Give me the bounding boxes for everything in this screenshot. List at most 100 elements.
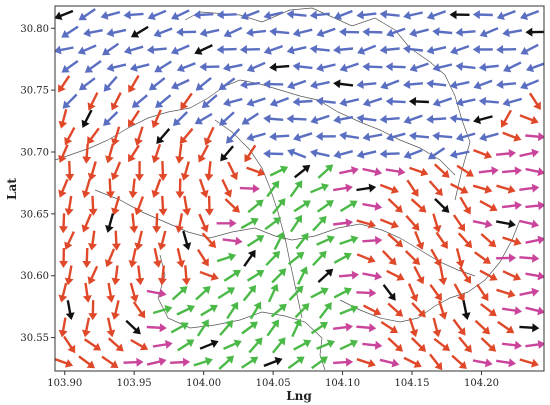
vector-arrow — [403, 11, 423, 20]
vector-arrow — [111, 265, 121, 286]
vector-arrow — [240, 217, 259, 230]
vector-arrow — [362, 167, 383, 177]
vector-arrow — [271, 268, 287, 284]
vector-arrow — [333, 183, 353, 193]
vector-arrow — [106, 28, 127, 38]
vector-arrow — [134, 126, 144, 146]
vector-arrow — [405, 215, 420, 231]
vector-arrow — [432, 213, 442, 233]
vector-arrow — [496, 184, 516, 194]
x-tick-label: 104.20 — [464, 378, 499, 389]
vector-arrow — [429, 353, 443, 371]
vector-arrow — [449, 114, 470, 123]
vector-arrow — [134, 196, 145, 216]
vector-arrow — [84, 60, 102, 73]
y-tick-label: 30.55 — [20, 333, 49, 344]
vector-arrow — [450, 44, 470, 55]
vector-arrow — [310, 148, 330, 158]
vector-arrow — [180, 92, 193, 110]
vector-arrow — [195, 76, 212, 91]
vector-arrow — [520, 43, 539, 55]
vector-arrow — [269, 132, 290, 141]
vector-arrow — [216, 252, 237, 263]
vector-arrow — [158, 161, 168, 182]
vector-arrow — [316, 27, 336, 38]
vector-arrow — [519, 323, 540, 333]
vector-arrow — [502, 236, 522, 246]
vector-arrow — [193, 357, 213, 367]
vector-arrow — [155, 94, 172, 108]
vector-arrow — [525, 27, 544, 37]
vector-arrow — [61, 25, 79, 38]
vector-arrow — [438, 300, 448, 320]
vector-arrow — [432, 131, 453, 141]
vector-arrow — [315, 96, 336, 106]
vector-arrow — [246, 166, 266, 177]
vector-arrow — [528, 92, 541, 110]
vector-arrow — [105, 143, 115, 164]
vector-arrow — [249, 301, 262, 320]
vector-arrow — [59, 213, 68, 234]
vector-arrow — [242, 285, 257, 302]
vector-arrow — [87, 161, 97, 181]
vector-arrow — [286, 45, 307, 55]
vector-arrow — [480, 303, 497, 317]
vector-arrow — [286, 9, 307, 19]
vector-arrow — [386, 269, 405, 281]
vector-arrow — [310, 321, 328, 335]
vector-arrow — [288, 285, 304, 301]
vector-arrow — [339, 235, 359, 246]
vector-arrow — [129, 213, 139, 234]
vector-arrow — [103, 111, 119, 126]
vector-arrow — [362, 340, 383, 350]
vector-arrow — [246, 235, 265, 248]
vector-arrow — [152, 340, 173, 349]
vector-arrow — [502, 270, 522, 281]
vector-arrow — [81, 317, 91, 338]
vector-arrow — [403, 114, 423, 125]
vector-arrow — [472, 10, 493, 20]
vector-arrow — [129, 282, 139, 303]
vector-arrow — [502, 97, 523, 107]
vector-arrow — [82, 282, 92, 303]
vector-arrow — [198, 178, 209, 198]
vector-arrow — [362, 235, 383, 245]
vector-arrow — [379, 45, 400, 55]
vector-arrow — [269, 27, 290, 37]
vector-arrow — [455, 132, 476, 142]
vector-arrow — [263, 149, 284, 159]
vector-arrow — [403, 44, 424, 54]
y-tick-label: 30.70 — [20, 148, 49, 159]
vector-arrow — [170, 322, 189, 334]
vector-arrow — [380, 79, 400, 90]
y-tick-label: 30.60 — [20, 271, 49, 282]
vector-arrow — [379, 183, 399, 194]
vector-arrow — [310, 287, 329, 299]
vector-arrow — [472, 219, 493, 229]
vector-arrow — [62, 93, 78, 109]
vector-arrow — [362, 132, 383, 142]
vector-arrow — [180, 161, 190, 181]
vector-arrow — [248, 337, 263, 354]
vector-arrow — [286, 114, 307, 124]
vector-arrow — [333, 252, 352, 264]
vector-arrow — [147, 9, 167, 20]
vector-arrow — [356, 10, 377, 20]
vector-arrow — [453, 283, 465, 302]
vector-arrow — [410, 198, 427, 213]
vector-arrow — [222, 63, 243, 72]
vector-arrow — [64, 265, 74, 286]
vector-arrow — [273, 231, 285, 251]
vector-arrow — [333, 79, 354, 89]
y-tick-label: 30.65 — [20, 209, 49, 220]
vector-arrow — [315, 131, 336, 141]
vector-arrow — [171, 9, 190, 20]
vector-arrow — [519, 148, 540, 158]
vector-arrow — [292, 97, 313, 107]
vector-arrow — [434, 198, 450, 213]
vector-arrow — [386, 132, 406, 142]
vector-arrow — [81, 109, 93, 128]
vector-arrow — [55, 45, 74, 55]
vector-arrow — [224, 198, 240, 213]
